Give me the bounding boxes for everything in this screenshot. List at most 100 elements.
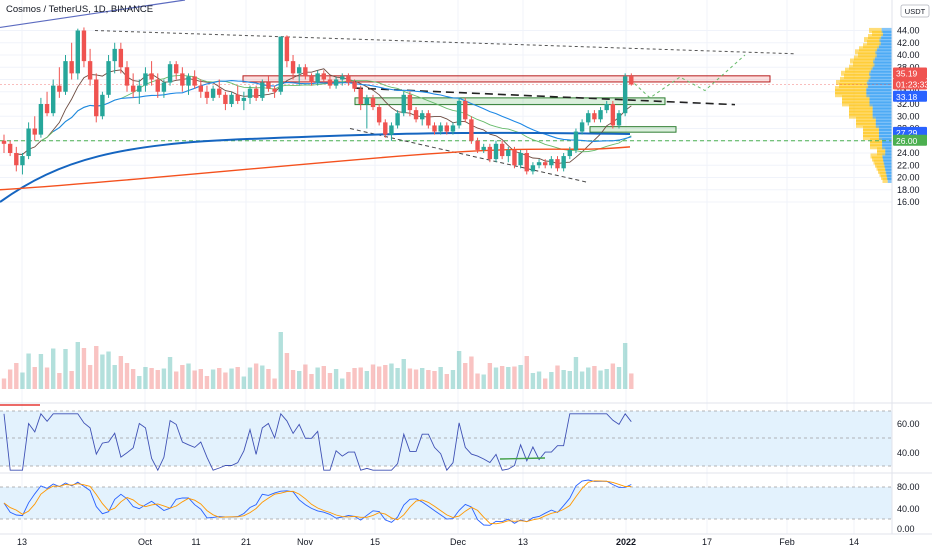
profile-bar <box>885 165 892 171</box>
stoch-tick-label: 0.00 <box>897 524 915 534</box>
price-tick-label: 44.00 <box>897 26 920 36</box>
candle-body <box>598 110 603 120</box>
candle-body <box>297 67 302 74</box>
profile-bar <box>864 37 880 43</box>
candle-body <box>352 82 357 89</box>
candle-body <box>63 61 68 92</box>
volume-bar <box>321 366 326 389</box>
candle-body <box>241 97 247 101</box>
profile-bar <box>869 101 892 107</box>
candle-body <box>333 79 339 86</box>
profile-bar <box>863 125 879 131</box>
candle-body <box>137 85 142 92</box>
time-tick-label: Oct <box>138 537 153 547</box>
candle-body <box>506 149 511 157</box>
price-tag-label: 33.18 <box>896 92 918 102</box>
candle-body <box>75 30 80 74</box>
profile-bar <box>845 67 871 73</box>
volume-bar <box>616 367 622 389</box>
candle-body <box>217 88 222 95</box>
candle-body <box>167 64 173 83</box>
candle-body <box>106 61 111 95</box>
volume-bar <box>561 370 566 389</box>
candle-body <box>530 165 536 172</box>
volume-bar <box>493 367 499 389</box>
candle-body <box>186 76 191 86</box>
profile-bar <box>878 132 892 138</box>
volume-bar <box>364 371 370 389</box>
price-tag-label: 01:23:33 <box>896 80 929 90</box>
profile-bar <box>866 79 892 85</box>
profile-bar <box>885 147 892 153</box>
profile-bar <box>849 113 873 119</box>
candle-body <box>592 113 597 120</box>
price-tag-label: 27.29 <box>896 128 918 138</box>
currency-badge[interactable]: USDT <box>900 4 930 18</box>
price-tick-label: 42.00 <box>897 38 920 48</box>
volume-bar <box>506 367 511 389</box>
stoch-d-line <box>3 480 632 525</box>
rsi-line <box>3 412 632 472</box>
volume-bar <box>327 373 333 389</box>
profile-bar <box>875 116 892 122</box>
volume-bar <box>44 367 50 389</box>
volume-bar <box>573 357 579 389</box>
drawings[interactable] <box>0 0 892 183</box>
profile-bar <box>836 79 867 85</box>
volume-bar <box>57 373 62 389</box>
profile-bar <box>878 168 886 174</box>
candle-body <box>573 131 579 150</box>
profile-bar <box>882 177 888 183</box>
price-tick-label: 22.00 <box>897 160 920 170</box>
profile-bar <box>872 64 892 70</box>
price-tick-label: 30.00 <box>897 111 920 121</box>
candle-body <box>604 104 609 111</box>
profile-bar <box>870 67 892 73</box>
volume-bar <box>192 370 197 389</box>
volume-bar <box>297 371 302 389</box>
profile-bar <box>882 138 892 144</box>
candle-body <box>87 61 93 80</box>
volume-bar <box>333 369 339 389</box>
volume-bar <box>586 367 591 389</box>
candle-body <box>426 113 431 126</box>
price-tag <box>893 90 927 102</box>
volume-bar <box>420 368 425 389</box>
volume-bar <box>198 369 203 389</box>
volume-bar <box>1 378 7 389</box>
volume-bar <box>124 363 130 389</box>
profile-bar <box>886 171 892 177</box>
candle-body <box>383 122 388 135</box>
candle-body <box>192 76 197 86</box>
volume-bar <box>87 365 93 389</box>
price-tick-label: 32.00 <box>897 99 920 109</box>
candle-body <box>536 162 542 166</box>
candle-body <box>444 125 449 132</box>
profile-bar <box>875 49 892 55</box>
profile-bar <box>842 98 870 104</box>
profile-bar <box>872 107 892 113</box>
candle-body <box>469 119 474 141</box>
profile-bar <box>870 73 892 79</box>
candle-body <box>499 143 505 157</box>
profile-bar <box>872 113 892 119</box>
volume-bar <box>346 372 351 389</box>
rsi-divergence <box>499 457 546 460</box>
volume-bar <box>51 348 56 389</box>
descending-trendline <box>94 30 796 55</box>
price-tick-label: 18.00 <box>897 185 920 195</box>
volume-bar <box>253 363 259 389</box>
volume-profile <box>835 27 892 183</box>
price-tag-label: 35.19 <box>896 69 918 79</box>
ma-red-long <box>0 146 631 191</box>
volume-bar <box>63 349 68 389</box>
time-tick-label: Feb <box>779 537 795 547</box>
volume-bar <box>155 370 160 389</box>
candle-body <box>622 76 628 114</box>
price-tag-label: 26.00 <box>896 136 918 146</box>
neckline <box>354 87 736 106</box>
candle-body <box>94 79 99 117</box>
volume-bar <box>432 371 437 389</box>
profile-bar <box>874 61 892 67</box>
